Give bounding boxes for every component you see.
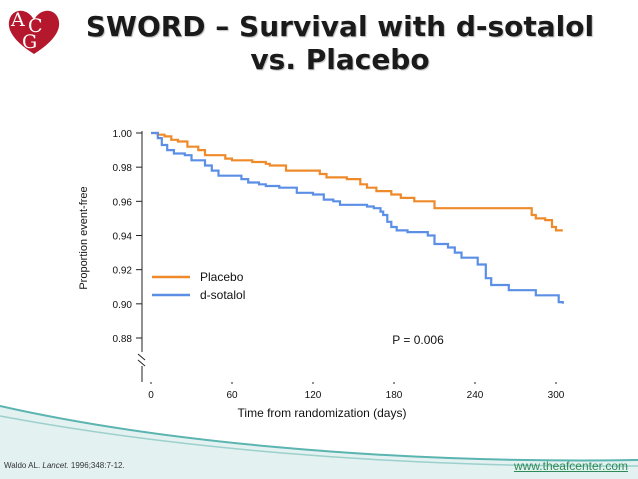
y-tick-label: 0.88 (113, 334, 133, 345)
title-line-2: vs. Placebo (250, 43, 430, 76)
x-tick-label: 240 (467, 390, 484, 401)
legend-label-d-sotalol: d-sotalol (200, 288, 245, 302)
x-tick-label: 60 (226, 390, 238, 401)
citation: Waldo AL. Lancet. 1996;348:7-12. (4, 461, 125, 470)
website-link[interactable]: www.theafcenter.com (513, 459, 628, 473)
y-tick-label: 0.94 (113, 232, 133, 243)
y-axis-label: Proportion event-free (78, 186, 90, 289)
axis-break-mark (137, 359, 146, 367)
x-tick-label: 300 (548, 390, 565, 401)
x-axis-label: Time from randomization (days) (238, 406, 407, 420)
x-tick-label: 0 (148, 390, 154, 401)
y-tick-label: 0.90 (113, 300, 133, 311)
y-tick-label: 0.98 (113, 163, 133, 174)
logo-letter-g: G (22, 31, 37, 53)
footer-swoosh (0, 405, 638, 479)
legend-label-placebo: Placebo (200, 270, 244, 284)
x-tick-label: 180 (386, 390, 403, 401)
citation-authors: Waldo AL. (4, 461, 41, 470)
citation-journal: Lancet. (42, 461, 69, 470)
heart-icon (8, 10, 60, 54)
series-line-d-sotalol (151, 131, 564, 304)
logo-letter-c: C (28, 15, 43, 37)
y-tick-label: 0.92 (113, 266, 133, 277)
series-line-placebo (151, 131, 563, 232)
citation-detail: 1996;348:7-12. (70, 461, 125, 470)
y-tick-label: 0.96 (113, 197, 133, 208)
logo-letter-a: A (10, 9, 25, 31)
slide-title: SWORD – Survival with d-sotalol vs. Plac… (60, 10, 620, 76)
axis-break-mark (137, 353, 146, 361)
y-tick-label: 1.00 (113, 129, 133, 140)
p-value-annotation: P = 0.006 (392, 333, 444, 347)
acg-logo: A C G (8, 9, 60, 54)
x-tick-label: 120 (305, 390, 322, 401)
title-line-1: SWORD – Survival with d-sotalol (85, 10, 595, 43)
